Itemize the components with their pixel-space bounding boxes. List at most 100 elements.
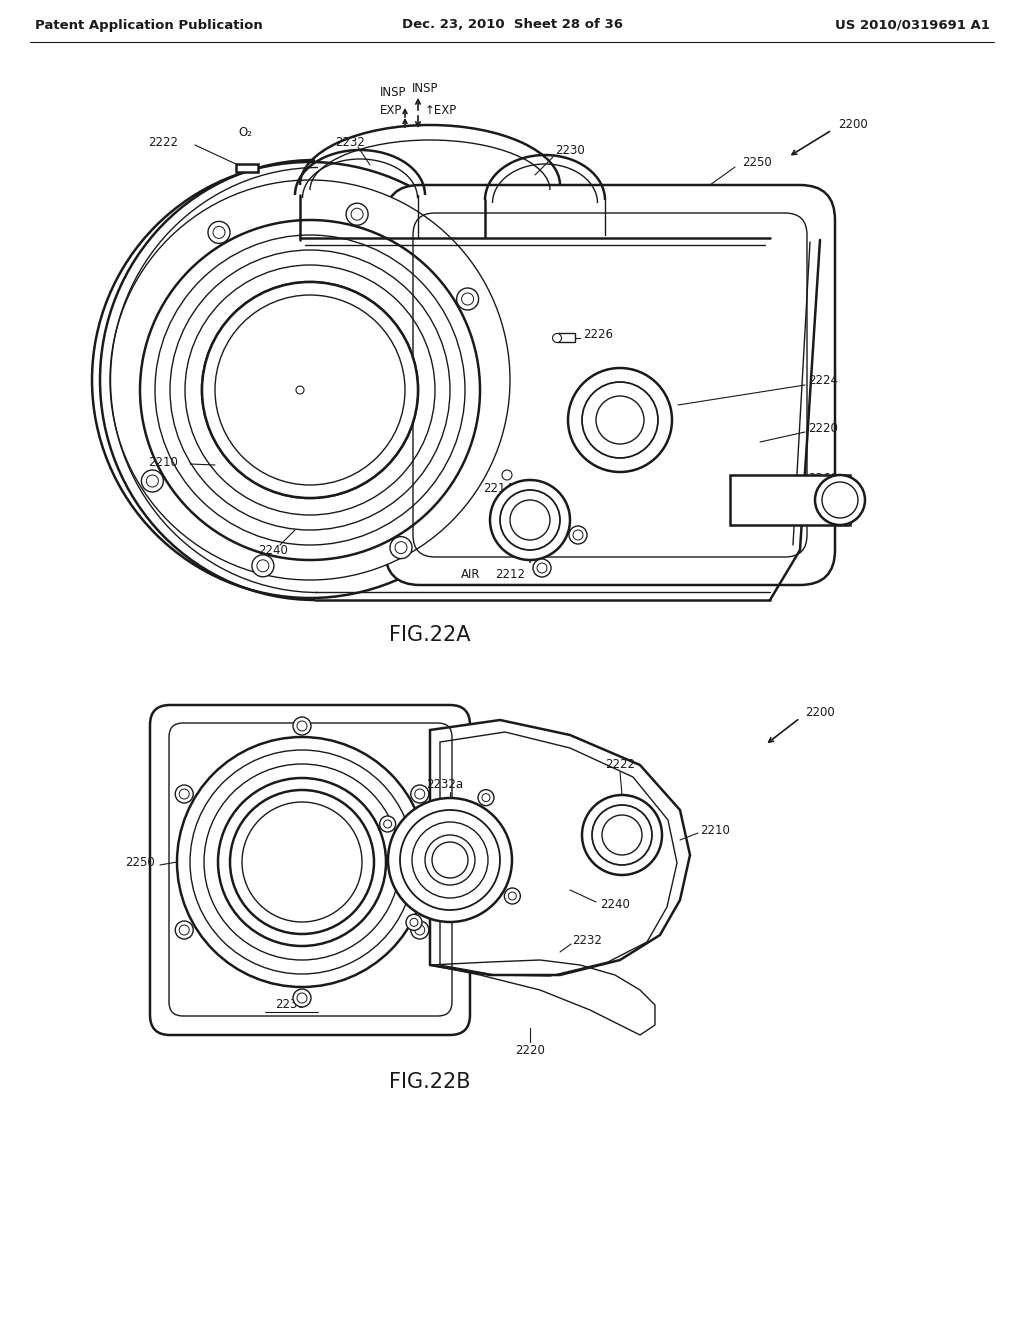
- Circle shape: [582, 795, 662, 875]
- Circle shape: [179, 925, 189, 935]
- Text: 2230: 2230: [555, 144, 585, 157]
- Text: 2240: 2240: [258, 544, 288, 557]
- Circle shape: [415, 789, 425, 799]
- Text: 2250: 2250: [125, 855, 155, 869]
- Circle shape: [395, 541, 407, 553]
- Circle shape: [190, 750, 414, 974]
- Text: 2222: 2222: [605, 759, 635, 771]
- Polygon shape: [170, 900, 680, 1045]
- Circle shape: [146, 475, 159, 487]
- Circle shape: [296, 385, 304, 393]
- Circle shape: [400, 810, 500, 909]
- Circle shape: [592, 805, 652, 865]
- Text: 2232: 2232: [335, 136, 365, 149]
- Circle shape: [380, 816, 395, 832]
- Text: EXP: EXP: [623, 450, 645, 463]
- Text: 2226: 2226: [583, 329, 613, 342]
- Circle shape: [815, 475, 865, 525]
- Circle shape: [482, 793, 490, 801]
- Text: FIG.22B: FIG.22B: [389, 1072, 471, 1092]
- Text: AIR: AIR: [461, 569, 480, 582]
- Text: O₂: O₂: [238, 125, 252, 139]
- Circle shape: [410, 919, 418, 927]
- Circle shape: [573, 531, 583, 540]
- Circle shape: [208, 222, 230, 243]
- Text: 2200: 2200: [838, 117, 867, 131]
- Circle shape: [553, 334, 561, 342]
- Circle shape: [204, 764, 400, 960]
- Bar: [236, 164, 258, 172]
- Circle shape: [505, 888, 520, 904]
- Text: Patent Application Publication: Patent Application Publication: [35, 18, 263, 32]
- Circle shape: [412, 822, 488, 898]
- Circle shape: [384, 820, 391, 828]
- Circle shape: [582, 381, 658, 458]
- Text: 2220: 2220: [515, 1044, 545, 1056]
- Text: FIG.22A: FIG.22A: [389, 624, 471, 645]
- Circle shape: [569, 525, 587, 544]
- FancyBboxPatch shape: [385, 185, 835, 585]
- Circle shape: [218, 777, 386, 946]
- Circle shape: [822, 482, 858, 517]
- Circle shape: [462, 293, 474, 305]
- Circle shape: [537, 564, 547, 573]
- Circle shape: [213, 227, 225, 239]
- Text: 2200: 2200: [805, 705, 835, 718]
- Text: 2210: 2210: [148, 455, 178, 469]
- Polygon shape: [430, 960, 655, 1035]
- Circle shape: [425, 836, 475, 884]
- Circle shape: [202, 282, 418, 498]
- Circle shape: [179, 789, 189, 799]
- Circle shape: [534, 558, 551, 577]
- Circle shape: [457, 288, 478, 310]
- Circle shape: [602, 814, 642, 855]
- Text: ↑EXP: ↑EXP: [425, 103, 458, 116]
- Circle shape: [257, 560, 269, 572]
- Text: 2212: 2212: [495, 569, 525, 582]
- Text: 2250: 2250: [742, 157, 772, 169]
- Text: 2210: 2210: [700, 824, 730, 837]
- Circle shape: [415, 925, 425, 935]
- Circle shape: [92, 162, 528, 598]
- Circle shape: [500, 490, 560, 550]
- Circle shape: [490, 480, 570, 560]
- Circle shape: [175, 785, 194, 803]
- Text: 2230: 2230: [275, 998, 305, 1011]
- Circle shape: [297, 721, 307, 731]
- Text: 2214: 2214: [483, 482, 513, 495]
- Text: 2232: 2232: [572, 933, 602, 946]
- Text: US 2010/0319691 A1: US 2010/0319691 A1: [836, 18, 990, 32]
- Circle shape: [177, 737, 427, 987]
- FancyBboxPatch shape: [150, 705, 470, 1035]
- Text: 2220: 2220: [808, 421, 838, 434]
- Circle shape: [411, 921, 429, 939]
- Text: 2232a: 2232a: [426, 779, 464, 792]
- Circle shape: [390, 537, 412, 558]
- Text: 2232b: 2232b: [396, 903, 434, 916]
- Circle shape: [432, 842, 468, 878]
- Circle shape: [478, 789, 494, 805]
- Circle shape: [346, 203, 368, 226]
- Circle shape: [252, 554, 273, 577]
- Text: 2222: 2222: [148, 136, 178, 149]
- Text: INSP: INSP: [380, 86, 407, 99]
- Circle shape: [293, 989, 311, 1007]
- Bar: [557, 333, 575, 342]
- Text: EXP: EXP: [380, 103, 402, 116]
- Polygon shape: [430, 719, 690, 975]
- Circle shape: [502, 470, 512, 480]
- Circle shape: [293, 717, 311, 735]
- Circle shape: [110, 180, 510, 579]
- Text: INSP: INSP: [412, 82, 438, 95]
- Circle shape: [508, 892, 516, 900]
- Bar: [730, 475, 850, 525]
- Text: 2224: 2224: [808, 374, 838, 387]
- Circle shape: [242, 803, 362, 921]
- Circle shape: [297, 993, 307, 1003]
- Circle shape: [388, 799, 512, 921]
- Circle shape: [215, 294, 406, 484]
- Circle shape: [141, 470, 164, 492]
- Circle shape: [230, 789, 374, 935]
- Circle shape: [510, 500, 550, 540]
- Text: Dec. 23, 2010  Sheet 28 of 36: Dec. 23, 2010 Sheet 28 of 36: [401, 18, 623, 32]
